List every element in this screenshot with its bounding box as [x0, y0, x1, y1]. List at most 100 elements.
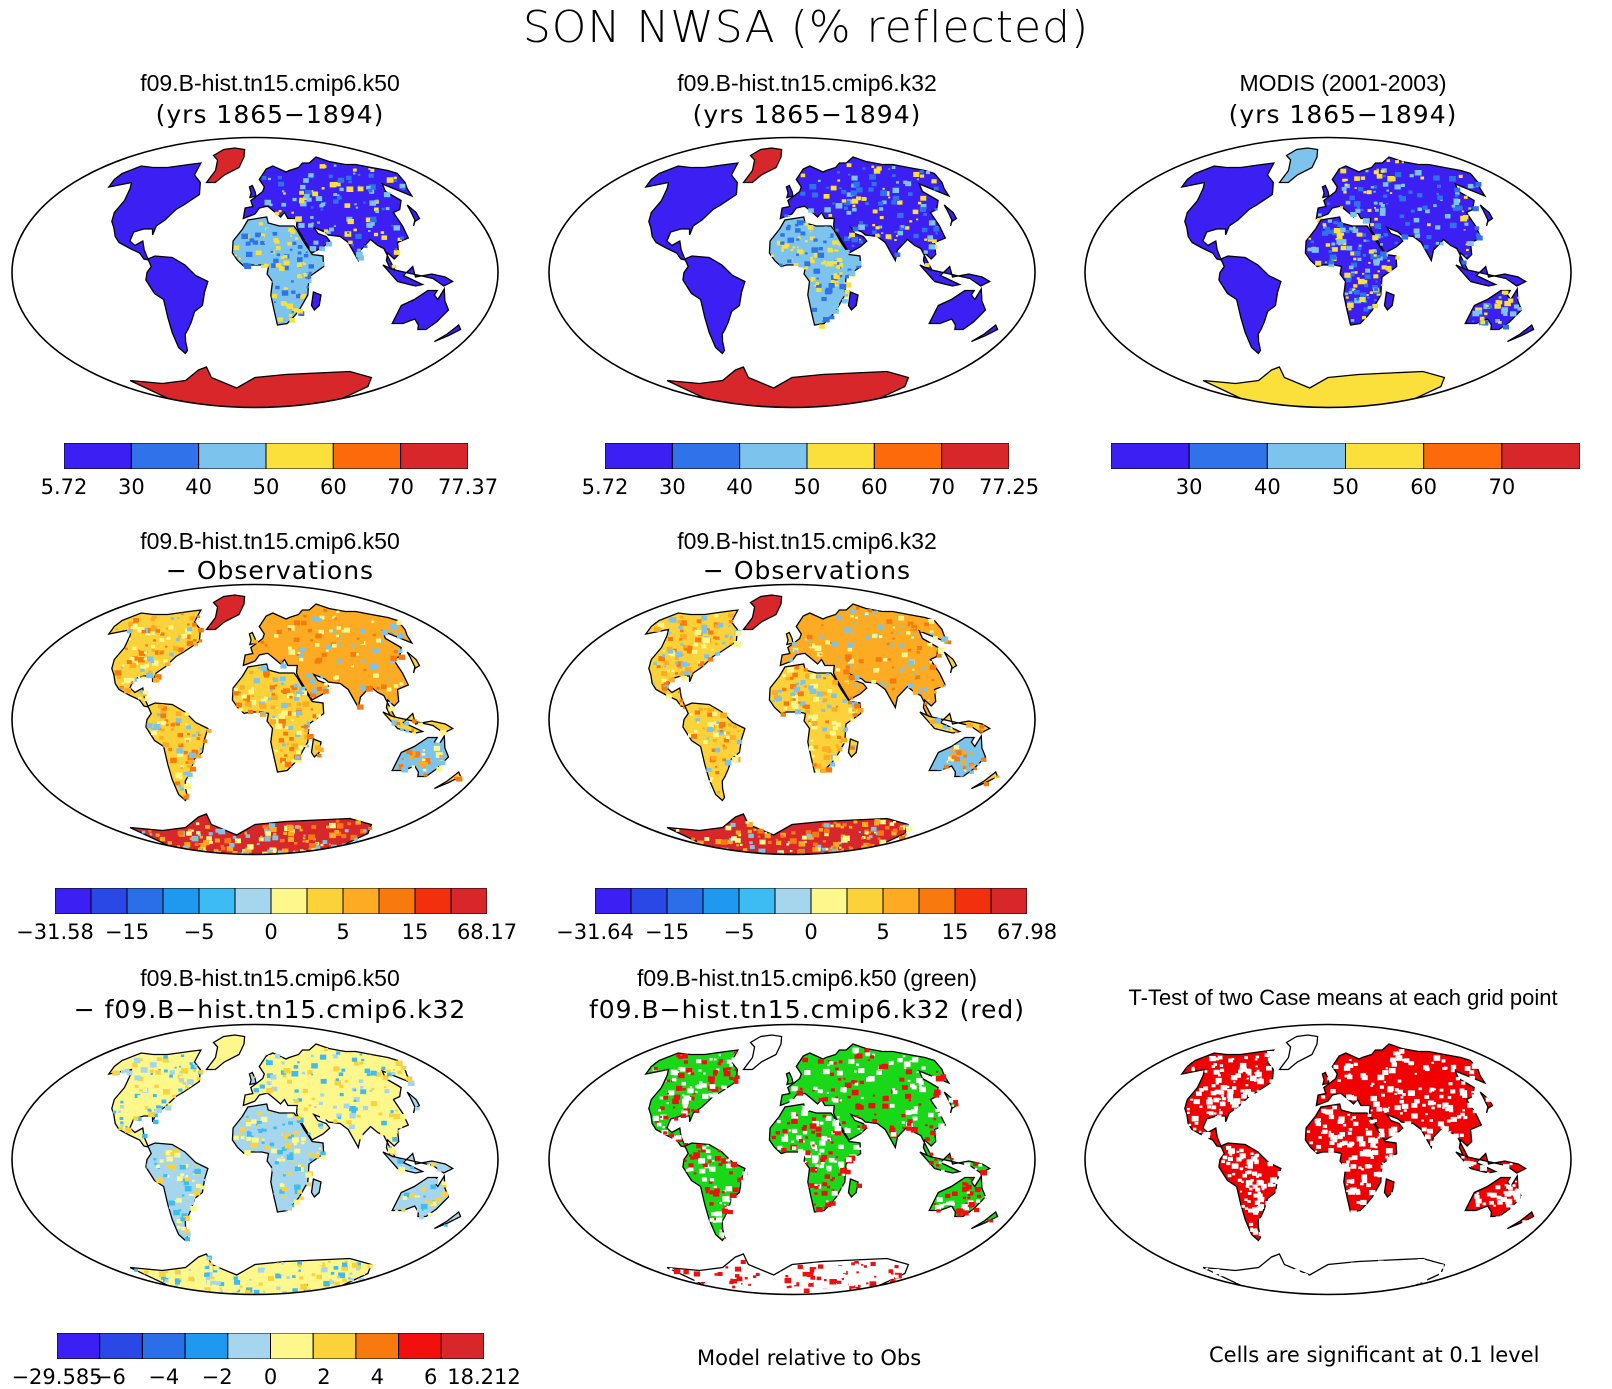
texture-cell — [1429, 1119, 1433, 1122]
texture-cell — [401, 1208, 406, 1212]
texture-cell — [882, 1103, 889, 1109]
texture-cell — [1222, 1155, 1228, 1160]
texture-cell — [803, 685, 808, 688]
texture-cell — [384, 1089, 390, 1094]
texture-cell — [837, 657, 840, 660]
texture-cell — [757, 1283, 761, 1286]
texture-cell — [278, 713, 285, 719]
texture-cell — [249, 706, 252, 708]
texture-cell — [184, 634, 191, 640]
texture-cell — [311, 688, 318, 694]
texture-cell — [860, 1275, 867, 1280]
texture-cell — [1426, 235, 1432, 240]
land-antarctica — [129, 1253, 373, 1295]
texture-cell — [666, 669, 671, 673]
texture-cell — [1405, 222, 1410, 226]
texture-cell — [1209, 1056, 1216, 1062]
texture-cell — [1342, 1269, 1350, 1275]
texture-cell — [203, 1178, 207, 1182]
texture-cell — [653, 626, 661, 632]
land-madagascar — [847, 291, 859, 312]
texture-cell — [928, 220, 936, 226]
texture-cell — [278, 850, 285, 855]
texture-cell — [933, 186, 939, 191]
texture-cell — [346, 175, 352, 180]
texture-cell — [777, 1145, 783, 1150]
texture-cell — [1508, 1186, 1513, 1191]
texture-cell — [716, 721, 720, 724]
texture-cell — [156, 1178, 163, 1184]
texture-cell — [282, 1062, 285, 1065]
texture-cell — [149, 1082, 152, 1084]
texture-cell — [218, 828, 226, 835]
texture-cell — [319, 615, 325, 620]
texture-cell — [1359, 1151, 1367, 1157]
texture-cell — [965, 1202, 972, 1208]
texture-cell — [1381, 1282, 1388, 1287]
texture-cell — [165, 627, 169, 630]
texture-cell — [333, 1119, 338, 1123]
texture-cell — [1315, 1121, 1321, 1127]
texture-cell — [840, 834, 846, 838]
texture-cell — [813, 1282, 819, 1287]
texture-cell — [196, 831, 201, 835]
texture-cell — [1227, 1174, 1232, 1178]
texture-cell — [297, 1189, 303, 1194]
texture-cell — [780, 834, 785, 838]
texture-cell — [870, 849, 873, 851]
texture-cell — [417, 722, 423, 727]
texture-cell — [329, 629, 333, 633]
texture-cell — [892, 195, 900, 201]
texture-cell — [323, 608, 328, 612]
texture-cell — [292, 1288, 298, 1293]
texture-cell — [149, 833, 153, 836]
texture-cell — [1247, 1072, 1252, 1076]
texture-cell — [1461, 210, 1464, 213]
texture-cell — [133, 1088, 140, 1094]
texture-cell — [375, 1123, 382, 1128]
texture-cell — [294, 620, 300, 626]
texture-cell — [804, 261, 811, 267]
texture-cell — [136, 1106, 142, 1111]
texture-cell — [676, 1053, 681, 1058]
texture-cell — [390, 623, 398, 630]
texture-cell — [296, 750, 302, 755]
texture-cell — [1394, 1092, 1397, 1095]
texture-cell — [315, 196, 323, 202]
texture-cell — [1352, 1277, 1356, 1280]
texture-cell — [188, 1196, 195, 1201]
texture-cell — [1381, 1093, 1385, 1097]
texture-cell — [241, 233, 249, 239]
texture-cell — [809, 230, 812, 233]
texture-cell — [806, 834, 812, 838]
panel-7-title: f09.B-hist.tn15.cmip6.k50 (green) — [636, 965, 978, 991]
colorbar-swatch — [99, 1333, 143, 1359]
texture-cell — [1347, 302, 1354, 308]
texture-cell — [877, 624, 884, 630]
texture-cell — [1247, 1200, 1251, 1203]
texture-cell — [843, 626, 851, 633]
texture-cell — [1336, 1143, 1343, 1148]
texture-cell — [251, 695, 254, 698]
texture-cell — [192, 1179, 195, 1182]
texture-cell — [1239, 1277, 1244, 1281]
texture-cell — [841, 848, 845, 851]
texture-cell — [159, 736, 164, 740]
texture-cell — [1414, 233, 1421, 238]
texture-cell — [816, 1276, 822, 1281]
texture-cell — [699, 1168, 706, 1174]
texture-cell — [328, 1260, 331, 1263]
texture-cell — [283, 1182, 286, 1185]
texture-cell — [1247, 1164, 1253, 1169]
texture-cell — [852, 226, 859, 232]
texture-cell — [718, 1162, 723, 1167]
texture-cell — [663, 684, 669, 689]
texture-cell — [1365, 169, 1369, 173]
texture-cell — [809, 184, 817, 190]
texture-cell — [253, 1289, 260, 1295]
texture-cell — [1280, 1292, 1286, 1295]
texture-cell — [1497, 1200, 1503, 1205]
texture-cell — [1306, 1277, 1314, 1284]
texture-cell — [913, 233, 919, 239]
texture-cell — [1350, 1282, 1355, 1286]
